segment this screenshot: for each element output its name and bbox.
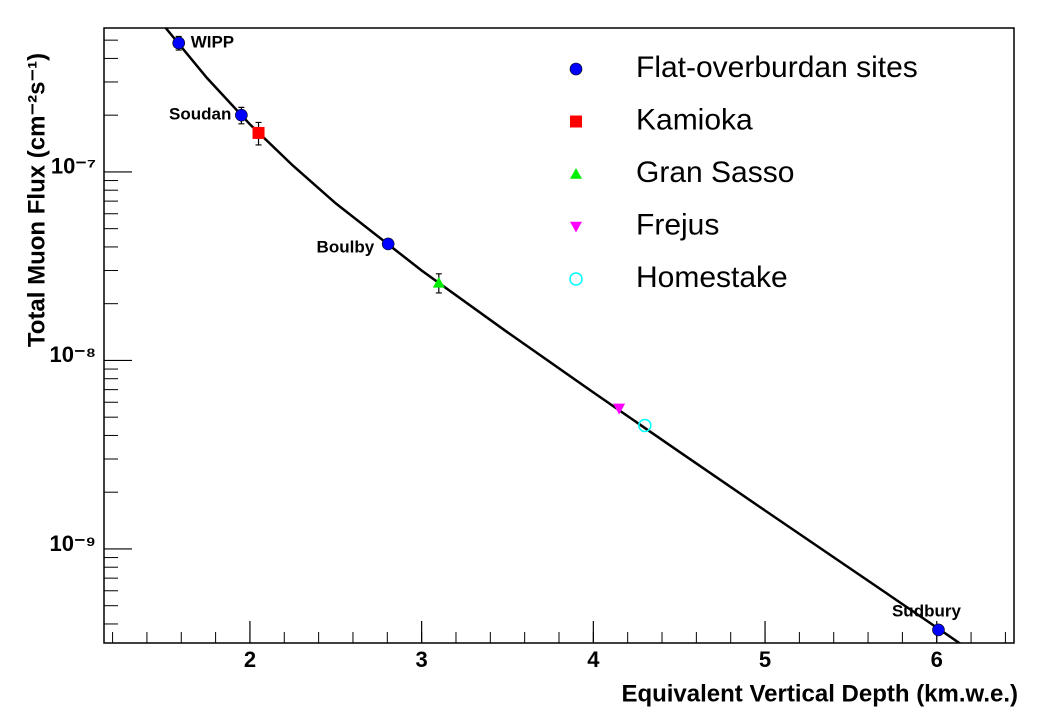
legend-label: Kamioka xyxy=(636,103,753,136)
x-tick-label: 4 xyxy=(587,647,600,672)
legend-marker xyxy=(570,221,582,233)
legend-label: Homestake xyxy=(636,261,788,294)
fit-line xyxy=(164,28,962,643)
y-axis-title: Total Muon Flux (cm⁻²s⁻¹) xyxy=(23,53,50,347)
y-tick-label: 10⁻⁷ xyxy=(51,154,96,179)
data-point xyxy=(235,108,248,122)
legend-label: Frejus xyxy=(636,208,719,241)
legend-label: Gran Sasso xyxy=(636,156,794,189)
y-tick-label: 10⁻⁹ xyxy=(49,531,96,556)
point-label: WIPP xyxy=(191,32,234,51)
legend-marker xyxy=(570,168,582,179)
data-point xyxy=(432,276,445,288)
data-point xyxy=(172,36,185,50)
legend-marker xyxy=(569,62,583,76)
data-point xyxy=(638,418,652,433)
legend-label: Flat-overburdan sites xyxy=(636,51,918,84)
y-tick-label: 10⁻⁸ xyxy=(50,342,96,367)
x-tick-label: 2 xyxy=(244,647,256,672)
x-tick-label: 3 xyxy=(416,647,428,672)
point-label: Soudan xyxy=(169,105,231,124)
data-point xyxy=(252,126,265,139)
legend-marker xyxy=(569,272,583,286)
fit-group xyxy=(164,28,962,643)
legend-marker xyxy=(570,115,582,128)
x-tick-label: 5 xyxy=(759,647,771,672)
x-tick-label: 6 xyxy=(931,647,943,672)
data-point xyxy=(613,403,626,415)
point-label: Sudbury xyxy=(892,601,961,620)
data-point xyxy=(932,623,945,637)
x-axis-title: Equivalent Vertical Depth (km.w.e.) xyxy=(621,680,1018,707)
data-point xyxy=(381,237,395,251)
point-label: Boulby xyxy=(317,237,375,256)
